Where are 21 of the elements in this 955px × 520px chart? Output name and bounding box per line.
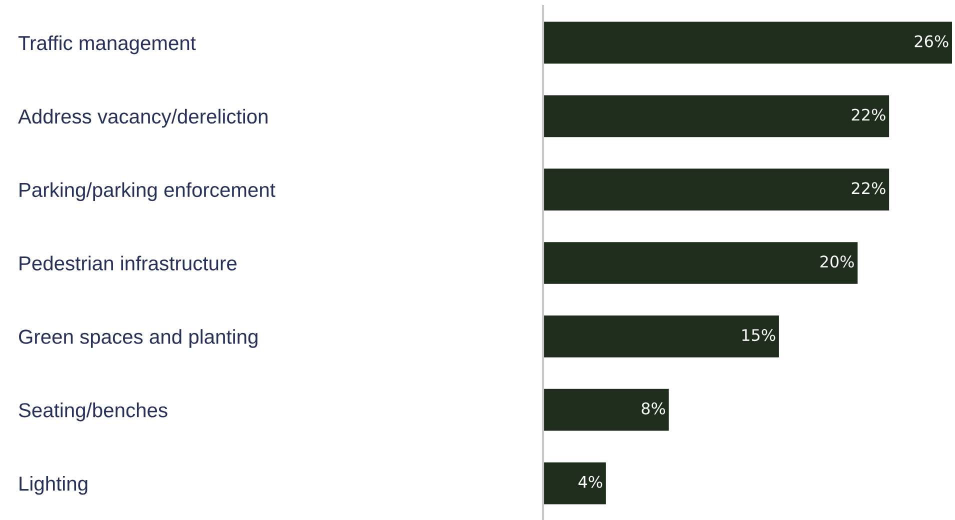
y-tick-label: Traffic management	[18, 35, 196, 54]
y-tick-label: Pedestrian infrastructure	[20, 256, 236, 270]
bar	[543, 316, 779, 358]
data-label: 8%	[642, 402, 666, 414]
y-tick-label: Address vacancy/dereliction	[18, 108, 268, 128]
bar	[543, 388, 669, 431]
data-label: 22%	[852, 182, 886, 194]
data-label: 20%	[820, 256, 854, 268]
data-label: 4%	[578, 476, 602, 488]
y-tick-label: Lighting	[20, 476, 88, 495]
bar	[543, 168, 890, 210]
y-tick-label: Parking/parking enforcement	[20, 182, 276, 202]
bar	[543, 242, 858, 284]
data-label: 26%	[914, 35, 948, 48]
bar	[543, 95, 890, 138]
bar	[543, 22, 952, 64]
y-tick-label: Green spaces and planting	[19, 329, 258, 348]
data-label: 22%	[852, 108, 886, 121]
y-tick-label: Seating/benches	[18, 402, 168, 422]
data-label: 15%	[742, 328, 776, 342]
bar	[543, 462, 606, 504]
